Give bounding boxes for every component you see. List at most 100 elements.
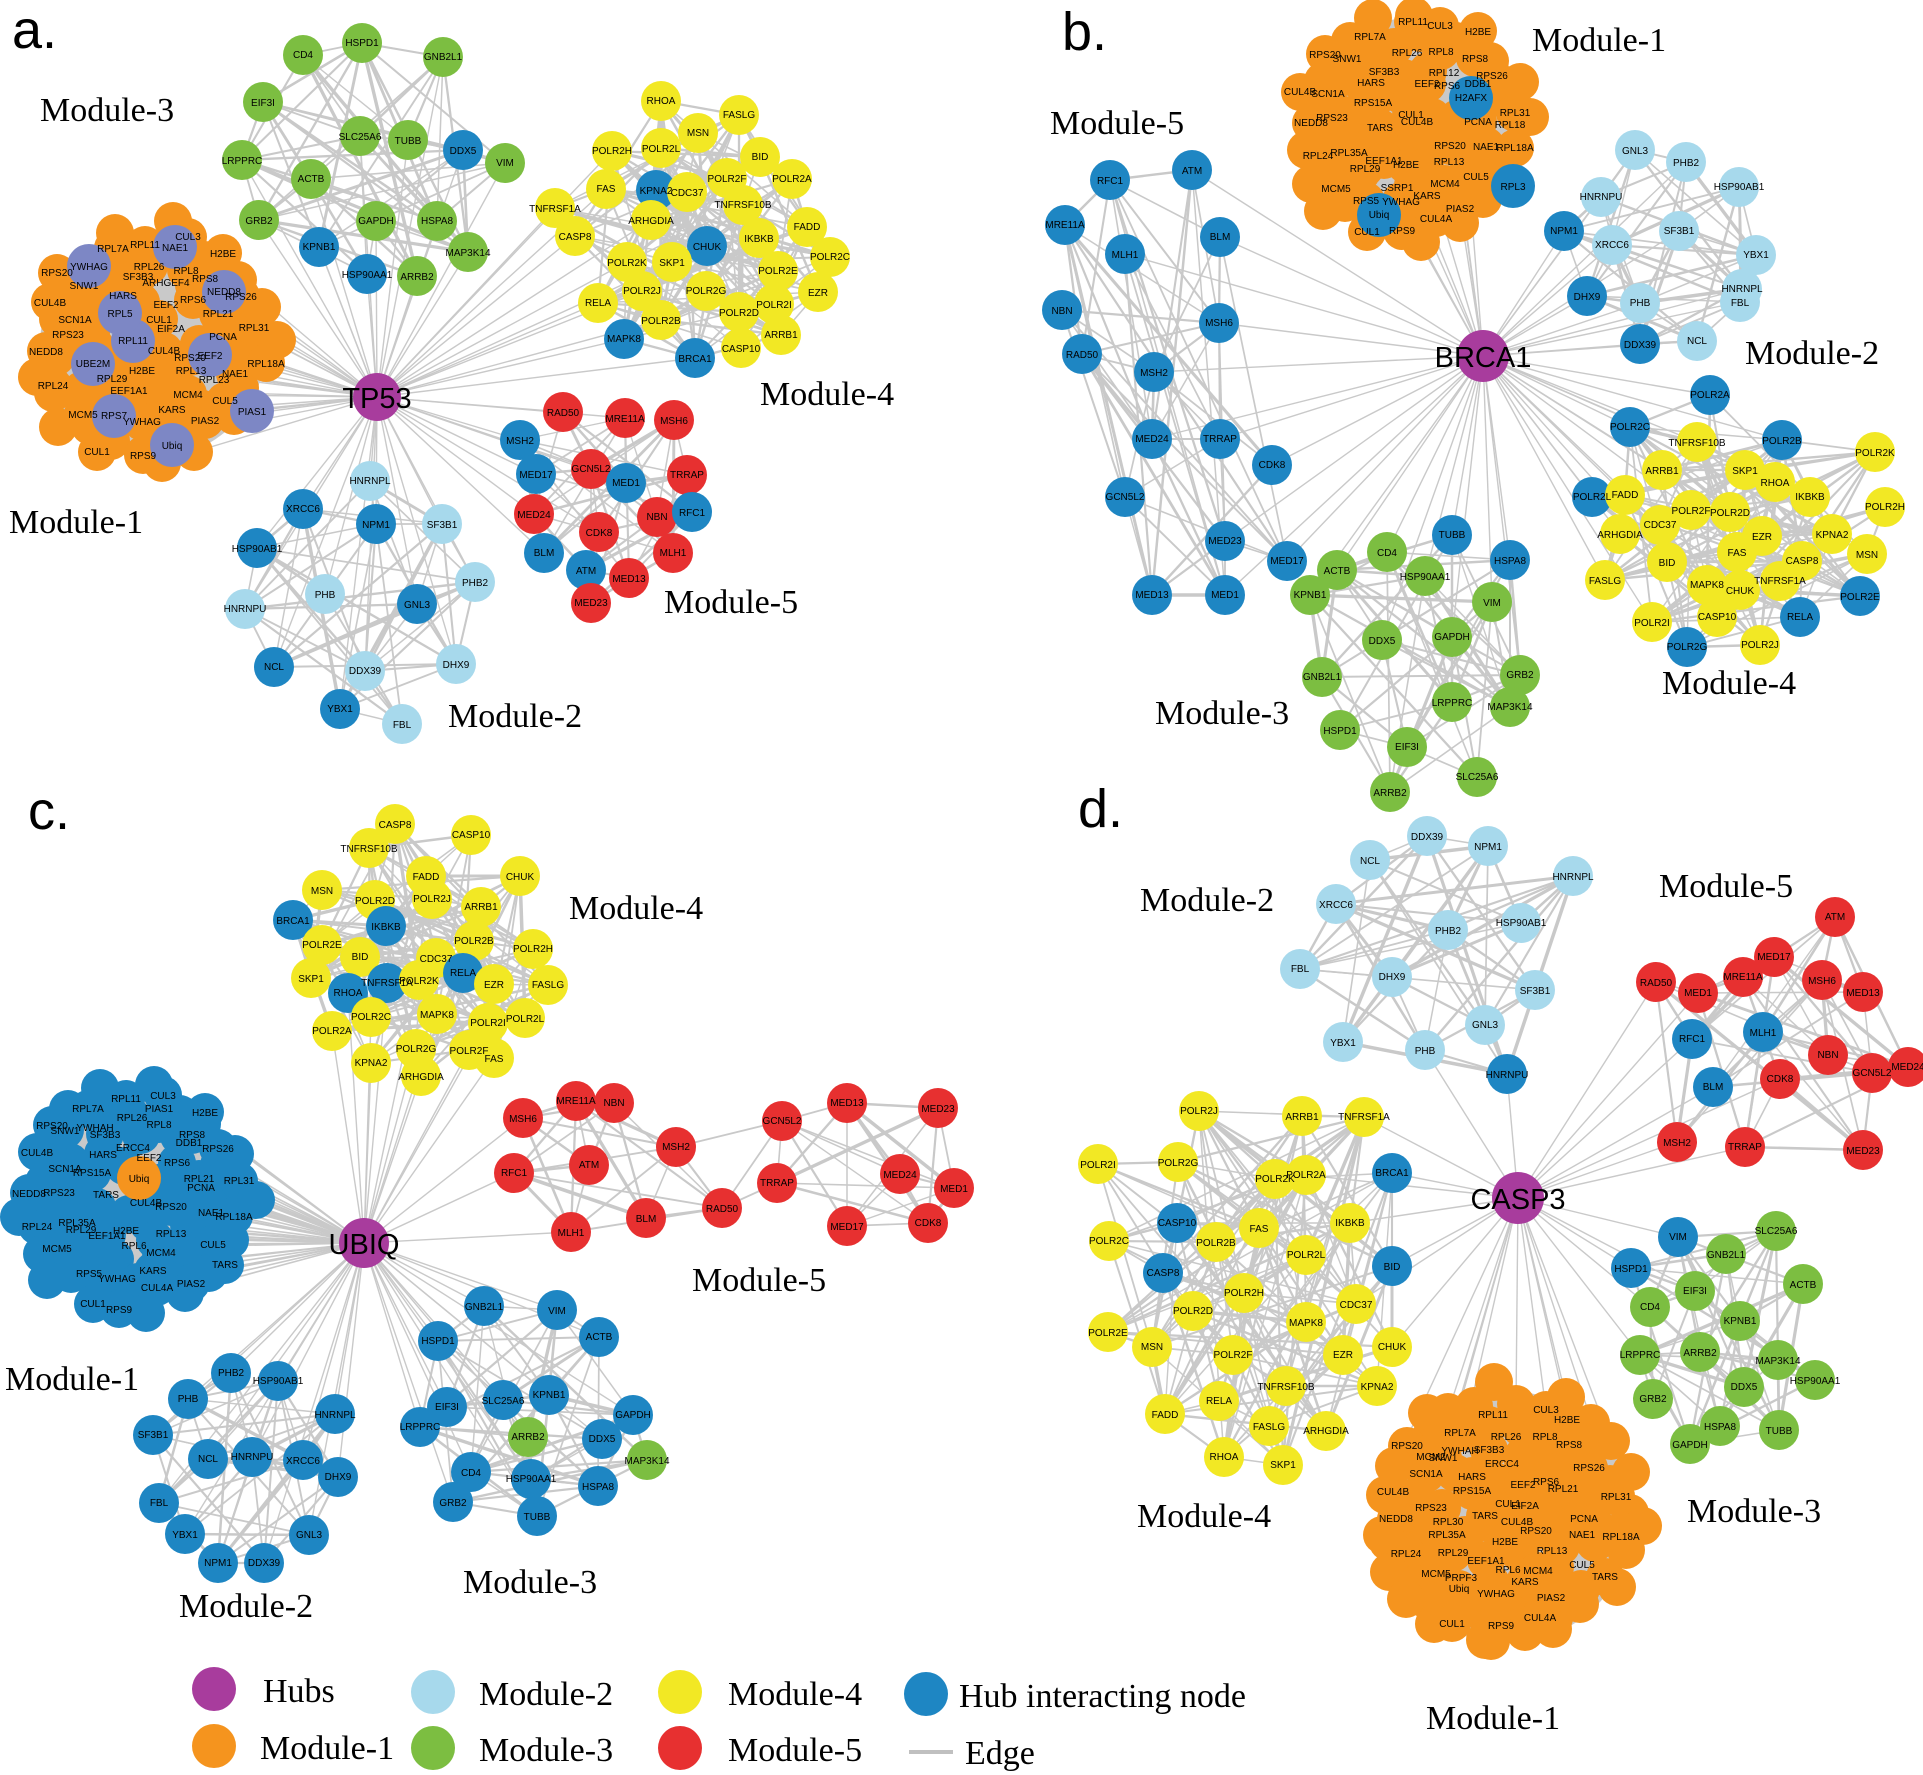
svg-text:FAS: FAS xyxy=(1250,1224,1269,1235)
svg-text:H2AFX: H2AFX xyxy=(1455,93,1488,104)
svg-text:Module-1: Module-1 xyxy=(260,1730,394,1767)
svg-text:ARRB2: ARRB2 xyxy=(1683,1348,1717,1359)
svg-text:CUL1: CUL1 xyxy=(1495,1499,1521,1510)
svg-text:FADD: FADD xyxy=(1152,1410,1179,1421)
svg-text:RPL13: RPL13 xyxy=(176,366,207,377)
svg-text:DDX5: DDX5 xyxy=(1731,1382,1758,1393)
svg-text:ARRB1: ARRB1 xyxy=(1645,466,1679,477)
svg-text:Module-2: Module-2 xyxy=(1745,335,1879,372)
svg-text:NPM1: NPM1 xyxy=(204,1558,232,1569)
svg-text:SF3B3: SF3B3 xyxy=(90,1130,121,1141)
svg-text:Module-3: Module-3 xyxy=(40,92,174,129)
svg-text:Edge: Edge xyxy=(965,1735,1035,1772)
svg-text:RPL8: RPL8 xyxy=(146,1120,171,1131)
svg-text:MAP3K14: MAP3K14 xyxy=(1755,1356,1800,1367)
svg-text:MSH6: MSH6 xyxy=(1808,976,1836,987)
svg-text:RPL13: RPL13 xyxy=(1434,157,1465,168)
svg-text:MRE11A: MRE11A xyxy=(605,414,645,425)
svg-text:GCN5L2: GCN5L2 xyxy=(1853,1068,1892,1079)
svg-text:RPL31: RPL31 xyxy=(1601,1492,1632,1503)
svg-text:POLR2C: POLR2C xyxy=(1089,1236,1129,1247)
svg-text:MED17: MED17 xyxy=(519,470,553,481)
svg-text:FASLG: FASLG xyxy=(532,980,564,991)
svg-text:Module-3: Module-3 xyxy=(463,1564,597,1601)
svg-text:MCM5: MCM5 xyxy=(1321,184,1351,195)
svg-text:VIM: VIM xyxy=(1483,598,1501,609)
svg-text:VIM: VIM xyxy=(548,1306,566,1317)
svg-text:RPS6: RPS6 xyxy=(1434,81,1461,92)
svg-text:RPS5: RPS5 xyxy=(1353,196,1380,207)
svg-text:CDK8: CDK8 xyxy=(1767,1074,1794,1085)
svg-text:EEF2: EEF2 xyxy=(1414,79,1439,90)
svg-text:POLR2K: POLR2K xyxy=(607,258,647,269)
svg-text:POLR2I: POLR2I xyxy=(1634,618,1670,629)
svg-text:CUL4B: CUL4B xyxy=(148,346,181,357)
svg-text:DDX39: DDX39 xyxy=(248,1558,281,1569)
svg-text:UBE2M: UBE2M xyxy=(76,359,110,370)
svg-text:BRCA1: BRCA1 xyxy=(678,354,712,365)
svg-text:RPS20: RPS20 xyxy=(41,268,73,279)
svg-text:MED17: MED17 xyxy=(830,1222,864,1233)
svg-text:HSPD1: HSPD1 xyxy=(421,1336,455,1347)
svg-text:MLH1: MLH1 xyxy=(660,548,687,559)
svg-text:RPL21: RPL21 xyxy=(184,1174,215,1185)
svg-text:YWHAG: YWHAG xyxy=(123,417,161,428)
svg-text:RPL26: RPL26 xyxy=(1392,48,1423,59)
svg-text:Module-5: Module-5 xyxy=(692,1262,826,1299)
svg-text:RPS23: RPS23 xyxy=(43,1188,75,1199)
svg-text:POLR2C: POLR2C xyxy=(351,1012,391,1023)
svg-text:NBN: NBN xyxy=(1051,306,1072,317)
svg-text:FADD: FADD xyxy=(1612,490,1639,501)
svg-text:RHOA: RHOA xyxy=(1210,1452,1239,1463)
svg-text:CASP8: CASP8 xyxy=(559,232,592,243)
svg-text:EIF3I: EIF3I xyxy=(435,1402,459,1413)
svg-text:TRRAP: TRRAP xyxy=(670,470,704,481)
svg-text:RPL24: RPL24 xyxy=(22,1222,53,1233)
svg-text:CUL4B: CUL4B xyxy=(1284,87,1317,98)
svg-text:PHB: PHB xyxy=(1415,1046,1436,1057)
svg-text:IKBKB: IKBKB xyxy=(1335,1218,1365,1229)
svg-text:XRCC6: XRCC6 xyxy=(286,504,320,515)
svg-text:PHB2: PHB2 xyxy=(462,578,489,589)
svg-text:Module-2: Module-2 xyxy=(179,1588,313,1625)
svg-text:GCN5L2: GCN5L2 xyxy=(1106,492,1145,503)
svg-text:SCN1A: SCN1A xyxy=(58,315,92,326)
svg-text:NCL: NCL xyxy=(1360,856,1380,867)
svg-text:Module-4: Module-4 xyxy=(728,1676,862,1713)
svg-text:RPS20: RPS20 xyxy=(155,1202,187,1213)
svg-text:ACTB: ACTB xyxy=(1790,1280,1817,1291)
svg-text:POLR2G: POLR2G xyxy=(1158,1158,1199,1169)
svg-text:RPS6: RPS6 xyxy=(164,1158,191,1169)
svg-text:TARS: TARS xyxy=(1472,1511,1498,1522)
svg-text:CUL4B: CUL4B xyxy=(130,1198,163,1209)
svg-text:POLR2F: POLR2F xyxy=(708,174,747,185)
svg-text:SF3B1: SF3B1 xyxy=(138,1430,169,1441)
svg-text:RPS6: RPS6 xyxy=(1533,1477,1560,1488)
svg-text:LRPPRC: LRPPRC xyxy=(1620,1350,1661,1361)
svg-text:SCN1A: SCN1A xyxy=(48,1164,82,1175)
svg-text:MRE11A: MRE11A xyxy=(1045,220,1085,231)
svg-text:GRB2: GRB2 xyxy=(245,216,273,227)
svg-text:HSPD1: HSPD1 xyxy=(1323,726,1357,737)
svg-text:NPM1: NPM1 xyxy=(1474,842,1502,853)
svg-text:NBN: NBN xyxy=(1817,1050,1838,1061)
svg-text:CASP8: CASP8 xyxy=(1147,1268,1180,1279)
svg-text:RPS8: RPS8 xyxy=(179,1130,206,1141)
svg-text:RPL18A: RPL18A xyxy=(215,1212,253,1223)
svg-text:POLR2J: POLR2J xyxy=(623,286,661,297)
svg-text:CUL3: CUL3 xyxy=(1533,1405,1559,1416)
svg-text:POLR2F: POLR2F xyxy=(1214,1350,1253,1361)
svg-text:YBX1: YBX1 xyxy=(172,1530,198,1541)
svg-text:POLR2H: POLR2H xyxy=(1224,1288,1264,1299)
svg-text:HNRNPU: HNRNPU xyxy=(231,1452,274,1463)
svg-text:NAE1: NAE1 xyxy=(222,369,249,380)
svg-text:DDB1: DDB1 xyxy=(1465,79,1492,90)
svg-text:RPS20: RPS20 xyxy=(1391,1441,1423,1452)
svg-text:CUL1: CUL1 xyxy=(84,447,110,458)
svg-text:BRCA1: BRCA1 xyxy=(1435,342,1532,374)
svg-text:TUBB: TUBB xyxy=(1766,1426,1793,1437)
svg-text:RELA: RELA xyxy=(450,968,476,979)
svg-text:CUL1: CUL1 xyxy=(1354,227,1380,238)
svg-text:MAPK8: MAPK8 xyxy=(607,334,641,345)
svg-text:RPL24: RPL24 xyxy=(1391,1549,1422,1560)
